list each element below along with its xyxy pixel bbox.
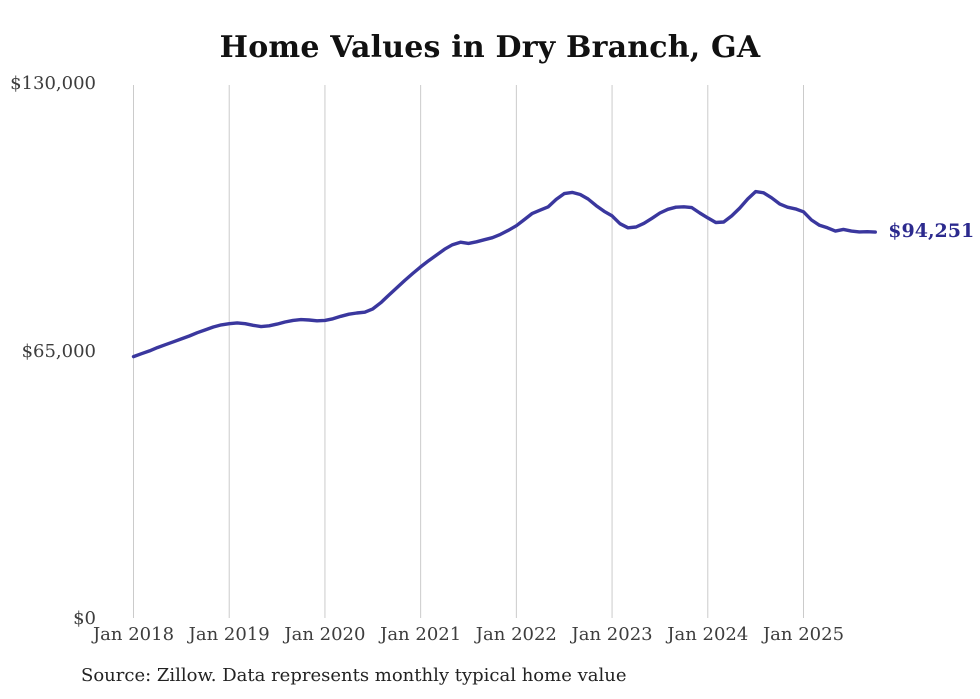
x-axis-tick-jan-2022: Jan 2022 [475,624,557,645]
x-axis-tick-jan-2018: Jan 2018 [92,624,175,645]
x-axis-tick-jan-2021: Jan 2021 [380,624,462,645]
y-axis-tick-label: $0 [73,608,96,629]
chart-title: Home Values in Dry Branch, GA [219,30,761,65]
latest-value-label: $94,251 [888,220,975,243]
y-axis-tick-65000: $65,000 [0,341,96,362]
x-axis-tick-jan-2020: Jan 2020 [284,624,366,645]
source-note: Source: Zillow. Data represents monthly … [81,665,627,686]
home-value-line [131,189,877,359]
x-axis-tick-jan-2019: Jan 2019 [188,624,270,645]
x-axis-tick-jan-2025: Jan 2025 [762,624,845,645]
y-axis-tick-label: $130,000 [10,73,96,94]
y-axis-tick-0: $0 [0,608,96,629]
x-axis-tick-jan-2024: Jan 2024 [667,624,749,645]
y-axis-tick-label: $65,000 [21,340,96,362]
x-axis-tick-jan-2023: Jan 2023 [571,624,653,645]
y-axis-tick-130000: $130,000 [0,73,96,94]
